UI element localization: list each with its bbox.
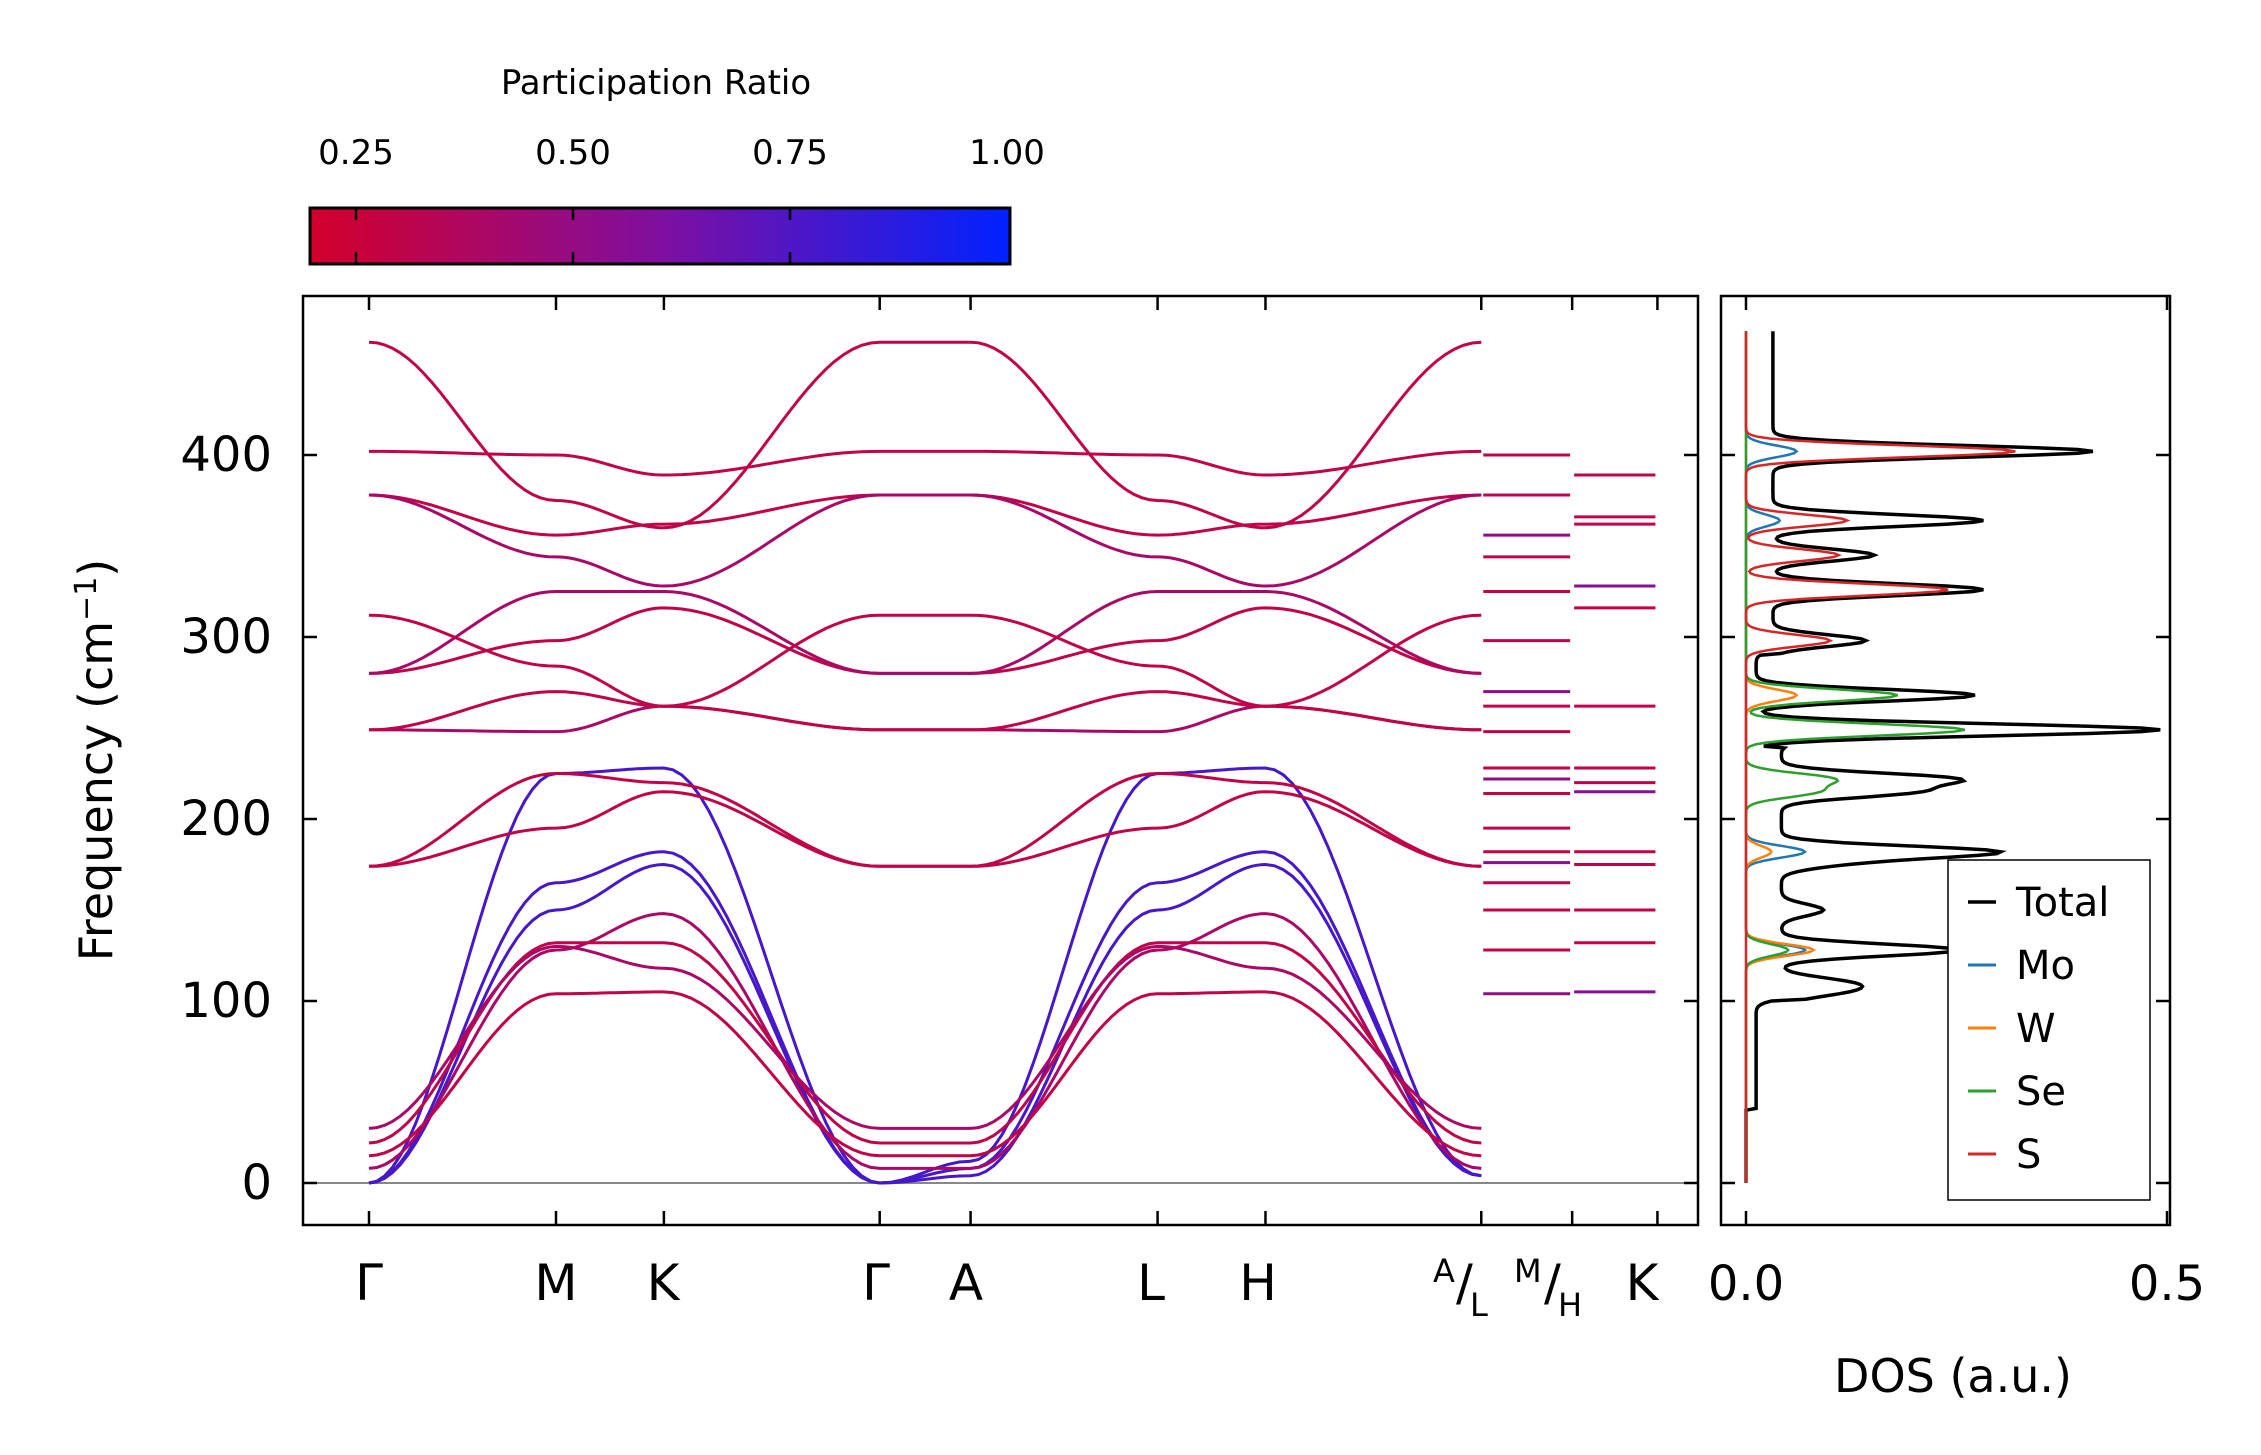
phonon-band xyxy=(368,941,1482,1145)
phonon-band xyxy=(369,449,1482,477)
phonon-band xyxy=(368,862,1482,1185)
dos-layer xyxy=(1744,331,2161,1183)
phonon-band xyxy=(368,790,1482,868)
x-tick-label-m-h: M / H xyxy=(1514,1252,1582,1324)
dos-series-total xyxy=(1744,331,2161,1183)
phonon-band xyxy=(368,493,1482,588)
colorbar: Participation Ratio 0.25 0.50 0.75 1.00 xyxy=(308,63,1045,266)
x-tick-label-a: A xyxy=(949,1254,983,1312)
dos-series-s xyxy=(1744,331,2016,1183)
x-tick-label-m: M xyxy=(534,1254,577,1312)
x-tick-label-k: K xyxy=(1626,1254,1660,1312)
legend-box xyxy=(1947,859,2151,1201)
colorbar-tick-label: 1.00 xyxy=(969,133,1045,173)
x-tick-label-gamma: Γ xyxy=(355,1254,383,1312)
legend-label: Se xyxy=(2016,1069,2066,1115)
colorbar-tick-label: 0.25 xyxy=(318,133,394,173)
dispersion-ticks xyxy=(303,296,1698,1225)
bands-layer xyxy=(303,340,1698,1185)
dos-x-tick-label: 0.0 xyxy=(1708,1256,1784,1312)
phonon-band xyxy=(368,493,1482,537)
y-tick-label: 300 xyxy=(180,609,272,665)
x-tick-label-m-super: M xyxy=(1514,1252,1542,1290)
phonon-band xyxy=(368,990,1482,1158)
legend-label: W xyxy=(2016,1006,2056,1052)
phonon-band xyxy=(368,613,1482,708)
dos-plot: 0.0 0.5 DOS (a.u.) Total Mo W Se S xyxy=(1708,294,2205,1403)
dos-frame xyxy=(1719,294,2172,1227)
colorbar-tick-label: 0.50 xyxy=(535,133,611,173)
x-tick-label-l-sub: L xyxy=(1470,1286,1488,1324)
x-tick-label-l: L xyxy=(1137,1254,1165,1312)
y-tick-label: 400 xyxy=(180,427,272,483)
x-tick-label-gamma: Γ xyxy=(862,1254,890,1312)
legend-label: S xyxy=(2016,1132,2041,1178)
phonon-band xyxy=(368,340,1482,530)
y-tick-label: 0 xyxy=(241,1155,272,1211)
y-tick-label: 100 xyxy=(180,973,272,1029)
dos-x-axis-label: DOS (a.u.) xyxy=(1834,1349,2072,1403)
x-tick-label-h: H xyxy=(1239,1254,1277,1312)
y-axis-label: Frequency (cm−1) xyxy=(69,559,123,962)
colorbar-gradient xyxy=(308,206,1012,266)
phonon-band xyxy=(368,590,1482,675)
colorbar-tick-label: 0.75 xyxy=(752,133,828,173)
x-tick-label-k: K xyxy=(647,1254,681,1312)
x-tick-label-h-sub: H xyxy=(1558,1286,1582,1324)
y-axis-label-sup: −1 xyxy=(69,577,104,621)
y-axis-label-main: Frequency (cm xyxy=(69,621,123,961)
dos-ticks xyxy=(1721,296,2170,1225)
x-tick-label-slash: / xyxy=(1456,1254,1473,1312)
phonon-band xyxy=(368,850,1482,1185)
dos-x-tick-label: 0.5 xyxy=(2129,1256,2205,1312)
x-tick-label-slash: / xyxy=(1544,1254,1561,1312)
phonon-band xyxy=(368,772,1482,868)
phonon-band xyxy=(368,912,1482,1170)
dispersion-frame xyxy=(301,294,1700,1227)
legend-label: Mo xyxy=(2016,943,2075,989)
colorbar-title: Participation Ratio xyxy=(501,63,811,103)
phonon-band xyxy=(368,690,1482,732)
y-axis-label-tail: ) xyxy=(69,559,123,577)
y-tick-label: 200 xyxy=(180,791,272,847)
x-tick-label-a-super: A xyxy=(1433,1252,1455,1290)
phonon-band xyxy=(368,944,1482,1130)
dos-legend: Total Mo W Se S xyxy=(1947,859,2151,1201)
dispersion-plot: 0 100 200 300 400 Frequency (cm−1) Γ M K… xyxy=(69,294,1700,1324)
x-tick-label-a-l: A / L xyxy=(1433,1252,1488,1324)
legend-label: Total xyxy=(2015,880,2109,926)
